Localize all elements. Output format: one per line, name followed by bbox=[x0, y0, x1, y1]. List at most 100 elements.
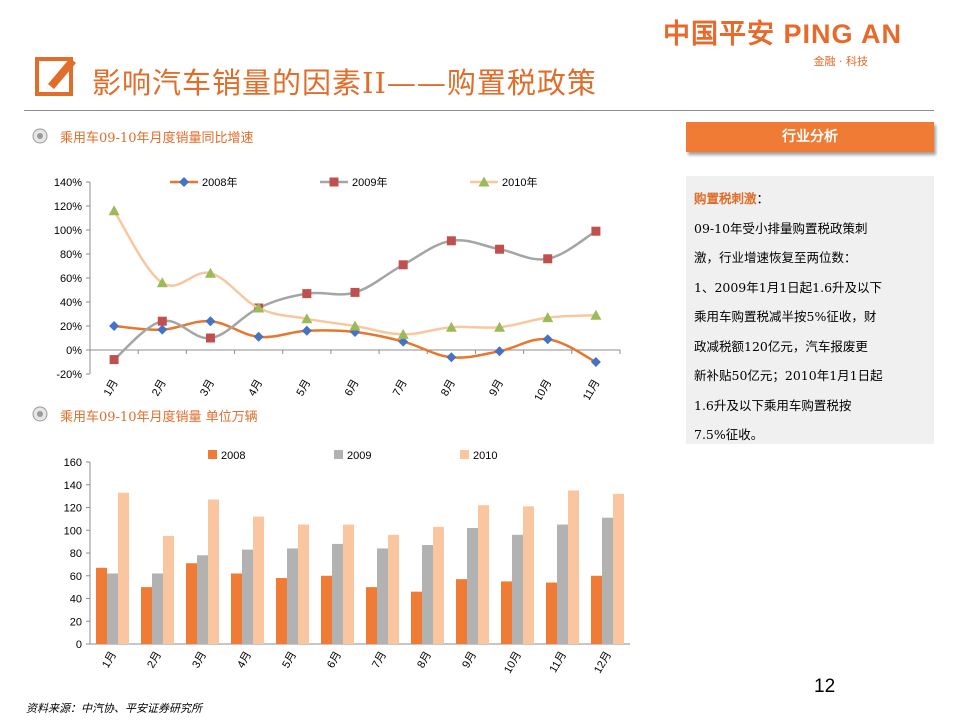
bar bbox=[478, 505, 489, 644]
panel-line: 09-10年受小排量购置税政策刺 bbox=[694, 220, 868, 236]
legend-marker bbox=[478, 176, 490, 187]
panel-title-suffix: ： bbox=[756, 191, 770, 206]
bar bbox=[512, 534, 523, 644]
bar bbox=[242, 549, 253, 644]
y-tick-label: 0% bbox=[66, 345, 82, 357]
legend-marker bbox=[329, 177, 339, 187]
legend-label: 2010 bbox=[473, 450, 497, 462]
x-tick-label: 6月 bbox=[325, 650, 344, 671]
bar bbox=[613, 493, 624, 644]
series-point bbox=[253, 302, 265, 313]
x-tick-label: 3月 bbox=[190, 650, 209, 671]
monthly-sales-bar-chart: 0 20 40 60 80 100 120 140 160 2008 2009 2010 1月 2月 3月 4… bbox=[64, 450, 630, 676]
series-point bbox=[109, 355, 119, 365]
x-tick-label: 2月 bbox=[150, 378, 169, 399]
x-tick-label: 10月 bbox=[532, 378, 554, 401]
x-tick-label: 5月 bbox=[280, 650, 299, 671]
panel-line: 7.5%征收。 bbox=[694, 427, 764, 442]
series-point bbox=[108, 205, 120, 216]
legend-label: 2009 bbox=[347, 450, 371, 462]
bar bbox=[501, 581, 512, 644]
series-point bbox=[157, 324, 168, 335]
bar bbox=[377, 548, 388, 644]
series-point bbox=[157, 316, 167, 326]
legend-marker bbox=[179, 177, 189, 187]
x-tick-label: 6月 bbox=[343, 378, 362, 399]
x-tick-label: 9月 bbox=[487, 378, 506, 399]
series-point bbox=[494, 321, 506, 332]
bar bbox=[557, 524, 568, 644]
bar bbox=[568, 490, 579, 644]
y-tick-label: 80% bbox=[60, 249, 82, 261]
bar bbox=[141, 587, 152, 644]
y-tick-label: 140% bbox=[54, 177, 82, 189]
source-note: 资料来源：中汽协、平安证券研究所 bbox=[26, 702, 202, 715]
panel-title: 购置税刺激 bbox=[694, 191, 757, 206]
circle-bullet-icon bbox=[32, 406, 48, 422]
series-point bbox=[302, 289, 312, 299]
bar bbox=[163, 535, 174, 644]
series-point bbox=[590, 357, 601, 367]
panel-line: 1.6升及以下乘用车购置税按 bbox=[694, 397, 852, 413]
x-tick-label: 4月 bbox=[235, 650, 254, 671]
legend-swatch bbox=[334, 450, 343, 459]
panel-line: 1、2009年1月1日起1.6升及以下 bbox=[694, 279, 883, 295]
series-point bbox=[205, 316, 216, 327]
analysis-panel: 购置税刺激： 09-10年受小排量购置税政策刺 激，行业增速恢复至两位数： 1、… bbox=[686, 176, 934, 444]
y-tick-label: 20 bbox=[70, 616, 82, 628]
section1-heading: 乘用车09-10年月度销量同比增速 bbox=[60, 131, 254, 146]
page-title: 影响汽车销量的因素II——购置税政策 bbox=[92, 66, 597, 100]
bar bbox=[422, 545, 433, 644]
series-point bbox=[350, 287, 360, 297]
bar bbox=[186, 563, 197, 644]
series-point bbox=[446, 352, 457, 363]
bar bbox=[546, 582, 557, 644]
series-point bbox=[397, 328, 409, 339]
y-tick-label: -20% bbox=[56, 369, 82, 381]
y-tick-label: 140 bbox=[64, 480, 82, 492]
y-tick-label: 100% bbox=[54, 225, 82, 237]
series-point bbox=[591, 226, 601, 236]
series-point bbox=[495, 244, 505, 254]
y-tick-label: 40% bbox=[60, 297, 82, 309]
y-tick-label: 20% bbox=[60, 321, 82, 333]
legend-label: 2009年 bbox=[352, 175, 387, 189]
series-point bbox=[301, 325, 312, 336]
bar bbox=[456, 579, 467, 644]
x-tick-label: 12月 bbox=[592, 650, 614, 676]
bar bbox=[411, 591, 422, 644]
y-tick-label: 60% bbox=[60, 273, 82, 285]
series-point bbox=[156, 277, 168, 288]
x-tick-label: 7月 bbox=[391, 378, 410, 399]
page-number: 12 bbox=[814, 676, 836, 697]
x-tick-label: 11月 bbox=[581, 378, 603, 401]
y-tick-label: 60 bbox=[70, 571, 82, 583]
bar bbox=[287, 548, 298, 644]
series-point bbox=[542, 312, 554, 323]
industry-analysis-header: 行业分析 bbox=[686, 122, 934, 152]
x-tick-label: 4月 bbox=[246, 378, 265, 399]
bar bbox=[231, 573, 242, 644]
y-tick-label: 0 bbox=[76, 639, 82, 651]
circle-bullet-icon bbox=[32, 128, 48, 144]
y-tick-label: 40 bbox=[70, 594, 82, 606]
legend-label: 2008 bbox=[221, 450, 245, 462]
x-tick-label: 2月 bbox=[145, 650, 164, 671]
series-line bbox=[113, 210, 596, 336]
bar bbox=[107, 573, 118, 644]
panel-line: 新补贴50亿元；2010年1月1日起 bbox=[694, 368, 883, 383]
bar bbox=[118, 492, 129, 644]
series-point bbox=[446, 236, 456, 246]
panel-line: 政减税额120亿元，汽车报废更 bbox=[694, 338, 868, 354]
x-tick-label: 1月 bbox=[100, 650, 119, 671]
y-tick-label: 160 bbox=[64, 457, 82, 469]
bar bbox=[523, 506, 534, 644]
bar bbox=[602, 517, 613, 644]
ping-an-logo: 中国平安 PING AN 金融 · 科技 bbox=[663, 12, 902, 69]
bar bbox=[208, 499, 219, 644]
bar bbox=[332, 543, 343, 644]
bar bbox=[343, 524, 354, 644]
panel-line: 激，行业增速恢复至两位数： bbox=[694, 250, 857, 265]
series-point bbox=[543, 254, 553, 264]
y-tick-label: 100 bbox=[64, 525, 82, 537]
